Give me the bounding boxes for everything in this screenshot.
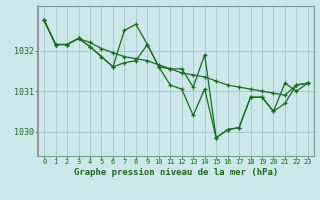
X-axis label: Graphe pression niveau de la mer (hPa): Graphe pression niveau de la mer (hPa) — [74, 168, 278, 177]
